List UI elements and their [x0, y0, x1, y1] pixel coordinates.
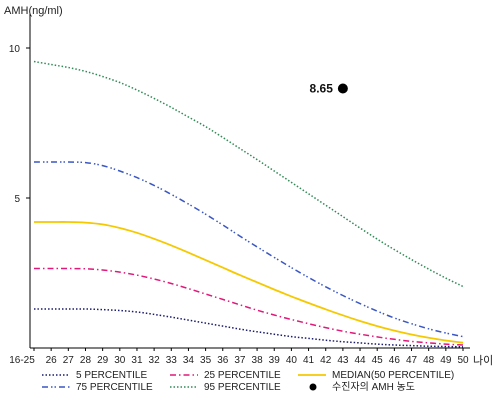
- x-tick-label-23: 48: [423, 355, 435, 366]
- x-tick-label-5: 30: [114, 355, 126, 366]
- x-tick-label-6: 31: [131, 355, 143, 366]
- legend-label-1: 25 PERCENTILE: [204, 370, 281, 381]
- x-tick-label-12: 37: [234, 355, 246, 366]
- legend-label-3: 75 PERCENTILE: [76, 382, 153, 393]
- x-tick-label-19: 44: [354, 355, 366, 366]
- patient-point-0: [337, 83, 348, 94]
- legend-point-label-0: 수진자의 AMH 농도: [332, 381, 415, 393]
- x-tick-label-20: 45: [372, 355, 384, 366]
- x-tick-label-4: 29: [97, 355, 109, 366]
- x-tick-label-16: 41: [303, 355, 315, 366]
- legend-label-2: MEDIAN(50 PERCENTILE): [332, 370, 454, 381]
- series-line-4: [33, 60, 464, 288]
- x-tick-label-24: 49: [440, 355, 452, 366]
- x-tick-label-3: 28: [80, 355, 92, 366]
- x-axis-label: 나이: [473, 354, 493, 367]
- series-line-0: [34, 308, 464, 348]
- x-tick-label-11: 36: [217, 355, 229, 366]
- series-line-1: [34, 267, 464, 346]
- x-tick-label-22: 47: [406, 355, 418, 366]
- x-tick-label-25: 50: [457, 355, 469, 366]
- x-tick-label-10: 35: [200, 355, 212, 366]
- x-tick-label-21: 46: [389, 355, 401, 366]
- x-tick-label-14: 39: [269, 355, 281, 366]
- y-tick-label-0: 5: [14, 194, 20, 205]
- x-tick-label-9: 34: [183, 355, 195, 366]
- x-tick-label-8: 33: [166, 355, 178, 366]
- series-line-2: [34, 221, 464, 344]
- x-tick-label-0: 16-25: [9, 355, 35, 366]
- y-tick-label-1: 10: [9, 44, 21, 55]
- x-tick-label-7: 32: [149, 355, 161, 366]
- x-tick-label-18: 43: [337, 355, 349, 366]
- x-tick-label-13: 38: [252, 355, 264, 366]
- series-line-3: [34, 161, 464, 338]
- x-tick-label-15: 40: [286, 355, 298, 366]
- patient-point-label-0: 8.65: [310, 82, 334, 96]
- axes: 5 10 16-25 26 27 28 29 30 31 32 33 34 35 36 37 38 39 40 41…: [4, 5, 493, 367]
- legend-label-0: 5 PERCENTILE: [76, 370, 147, 381]
- legend-point-marker-0: [309, 383, 317, 391]
- x-tick-label-2: 27: [63, 355, 75, 366]
- series-layer: [33, 60, 464, 348]
- legend-label-4: 95 PERCENTILE: [204, 382, 281, 393]
- x-tick-label-1: 26: [46, 355, 58, 366]
- x-tick-label-17: 42: [320, 355, 332, 366]
- legend: 5 PERCENTILE 25 PERCENTILE MEDIAN(50 PERCE…: [42, 370, 454, 393]
- y-axis-label: AMH(ng/ml): [4, 5, 63, 17]
- points-layer: 8.65: [310, 82, 348, 96]
